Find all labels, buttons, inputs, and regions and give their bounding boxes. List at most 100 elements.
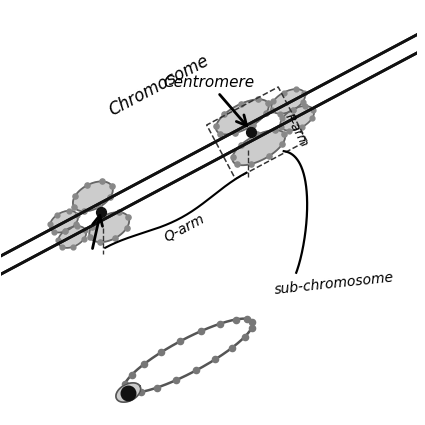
Point <box>266 153 272 159</box>
Point <box>280 89 287 96</box>
Point <box>112 235 119 241</box>
Point <box>100 213 107 220</box>
Point <box>62 227 68 234</box>
Point <box>247 161 254 167</box>
Point <box>279 115 286 122</box>
Point <box>193 367 199 374</box>
Point <box>107 193 114 200</box>
Point <box>72 220 79 227</box>
Point <box>59 244 65 250</box>
Point <box>265 100 272 107</box>
Point <box>121 386 128 393</box>
Point <box>229 344 236 351</box>
Polygon shape <box>232 130 285 165</box>
Polygon shape <box>271 89 305 114</box>
Point <box>88 223 95 230</box>
Point <box>51 228 57 235</box>
Text: sub-chromosome: sub-chromosome <box>273 271 394 297</box>
Point <box>301 89 308 96</box>
Point <box>270 98 277 105</box>
Point <box>249 122 256 129</box>
Point <box>249 318 256 325</box>
Point <box>231 130 238 137</box>
Point <box>122 380 128 387</box>
Point <box>98 208 105 215</box>
Point <box>277 110 283 117</box>
Point <box>123 224 130 231</box>
Point <box>233 161 240 168</box>
Point <box>289 106 296 113</box>
Point <box>197 328 204 334</box>
Point <box>80 208 87 215</box>
Polygon shape <box>50 211 78 232</box>
Point <box>125 389 132 396</box>
Point <box>255 96 262 103</box>
Point <box>212 356 219 363</box>
Polygon shape <box>116 383 141 402</box>
Point <box>254 131 261 138</box>
Point <box>141 360 147 367</box>
Point <box>289 107 296 113</box>
Text: Centromere: Centromere <box>163 75 255 126</box>
Point <box>82 227 89 233</box>
Polygon shape <box>89 212 129 242</box>
Point <box>115 209 122 215</box>
Point <box>213 122 220 129</box>
Point <box>74 223 80 230</box>
Point <box>286 127 292 134</box>
Point <box>269 107 275 113</box>
Point <box>279 141 286 147</box>
Point <box>47 221 54 228</box>
Point <box>238 142 244 148</box>
Point <box>99 178 105 185</box>
Point <box>173 377 179 384</box>
Point <box>55 236 62 243</box>
Point <box>153 384 160 391</box>
Point <box>262 110 269 117</box>
Point <box>300 98 306 105</box>
Point <box>247 129 254 136</box>
Point <box>271 127 278 133</box>
Point <box>232 316 239 323</box>
Point <box>238 100 244 107</box>
Text: Chromosome: Chromosome <box>106 52 212 120</box>
Point <box>65 207 72 214</box>
Point <box>71 203 77 210</box>
Point <box>125 214 132 221</box>
Point <box>95 204 102 211</box>
Point <box>244 315 250 322</box>
Point <box>310 106 317 113</box>
Polygon shape <box>216 99 269 134</box>
Point <box>293 86 300 93</box>
Point <box>302 102 309 109</box>
Point <box>216 320 223 327</box>
Point <box>229 153 236 160</box>
Polygon shape <box>280 106 314 130</box>
Polygon shape <box>58 226 86 248</box>
Point <box>241 333 248 340</box>
Point <box>53 212 60 218</box>
Point <box>62 228 69 235</box>
Text: P-arm: P-arm <box>282 111 310 150</box>
Point <box>70 243 77 250</box>
Point <box>108 183 115 190</box>
Point <box>84 182 91 189</box>
Point <box>138 388 145 395</box>
Point <box>221 111 228 118</box>
Point <box>87 234 94 241</box>
Point <box>278 124 284 130</box>
Point <box>96 239 103 246</box>
Point <box>248 324 255 331</box>
Point <box>281 130 288 137</box>
Point <box>158 349 164 356</box>
Point <box>298 124 305 130</box>
Point <box>126 389 133 396</box>
Point <box>80 235 87 242</box>
Text: Q-arm: Q-arm <box>162 211 207 244</box>
Polygon shape <box>73 181 113 211</box>
Point <box>217 130 224 137</box>
Point <box>309 115 315 122</box>
Point <box>177 338 184 345</box>
Point <box>74 211 81 218</box>
Point <box>128 371 135 378</box>
